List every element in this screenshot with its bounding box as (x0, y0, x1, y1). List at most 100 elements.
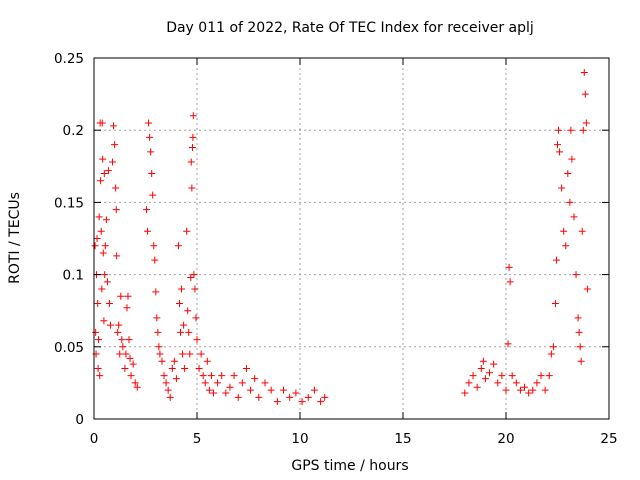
data-point (155, 343, 163, 351)
data-point (247, 386, 255, 394)
y-tick-label: 0.2 (63, 123, 84, 139)
data-point (129, 360, 137, 368)
data-point (238, 379, 246, 387)
data-point (151, 256, 159, 264)
data-point (207, 372, 215, 380)
data-point (144, 227, 152, 235)
data-point (310, 386, 318, 394)
data-point (549, 343, 557, 351)
data-point (148, 170, 156, 178)
data-points (91, 68, 591, 406)
data-point (572, 271, 580, 279)
data-point (146, 133, 154, 141)
data-point (168, 364, 176, 372)
data-point (582, 119, 590, 127)
x-axis-label: GPS time / hours (291, 458, 408, 474)
data-point (147, 148, 155, 156)
data-point (512, 379, 520, 387)
data-point (94, 364, 102, 372)
data-point (292, 389, 300, 397)
data-point (566, 198, 574, 206)
data-point (102, 216, 110, 224)
y-tick-label: 0.15 (54, 195, 84, 211)
data-point (481, 375, 489, 383)
data-point (298, 398, 306, 406)
data-point (502, 386, 510, 394)
data-point (199, 372, 207, 380)
data-point (498, 372, 506, 380)
data-point (95, 336, 103, 344)
data-point (581, 90, 589, 98)
x-tick-label: 20 (497, 431, 514, 447)
data-point (179, 350, 187, 358)
data-point (143, 206, 151, 214)
data-point (164, 386, 172, 394)
data-point (93, 235, 101, 242)
data-point (119, 343, 127, 351)
data-point (111, 141, 119, 149)
data-point (162, 379, 170, 387)
data-point (201, 379, 209, 387)
data-point (564, 170, 572, 178)
data-point (197, 350, 205, 358)
data-point (99, 155, 107, 163)
data-point (109, 158, 117, 166)
grid-lines (94, 58, 609, 419)
data-point (575, 328, 583, 336)
chart-title: Day 011 of 2022, Rate Of TEC Index for r… (166, 20, 534, 36)
data-point (126, 354, 134, 362)
data-point (188, 184, 196, 192)
data-point (145, 119, 153, 127)
data-point (218, 372, 226, 380)
data-point (192, 314, 200, 322)
data-point (184, 307, 192, 315)
data-point (273, 398, 281, 406)
data-point (118, 336, 126, 344)
y-tick-label: 0.25 (54, 51, 84, 67)
y-tick-label: 0.1 (63, 268, 84, 284)
data-point (186, 350, 194, 358)
data-point (506, 278, 514, 286)
data-point (92, 328, 100, 336)
data-point (578, 227, 586, 235)
data-point (133, 383, 141, 391)
y-tick-label: 0.05 (54, 340, 84, 356)
data-point (214, 379, 222, 387)
data-point (158, 357, 166, 365)
data-point (95, 213, 103, 221)
data-point (568, 155, 576, 163)
data-point (554, 141, 561, 149)
data-point (562, 242, 570, 250)
data-point (177, 328, 185, 336)
data-point (461, 389, 469, 397)
data-point (104, 167, 112, 175)
data-point (556, 148, 564, 156)
data-point (91, 242, 99, 250)
data-point (505, 263, 513, 271)
data-point (267, 386, 275, 394)
data-point (479, 357, 487, 365)
data-point (558, 184, 566, 192)
data-point (149, 191, 157, 199)
data-point (174, 242, 182, 250)
data-point (175, 299, 183, 307)
data-point (195, 364, 203, 372)
data-point (521, 383, 529, 391)
data-point (529, 386, 537, 394)
data-point (100, 317, 108, 325)
data-point (124, 292, 132, 300)
data-point (154, 328, 162, 336)
data-point (473, 383, 481, 391)
data-point (576, 343, 584, 351)
data-point (101, 242, 109, 250)
data-point (494, 379, 502, 387)
data-point (112, 206, 120, 214)
data-point (125, 336, 133, 344)
data-point (187, 273, 195, 281)
plot-frame (93, 57, 610, 420)
data-point (187, 158, 195, 166)
data-point (150, 242, 158, 250)
data-point (188, 144, 196, 152)
data-point (525, 389, 533, 397)
